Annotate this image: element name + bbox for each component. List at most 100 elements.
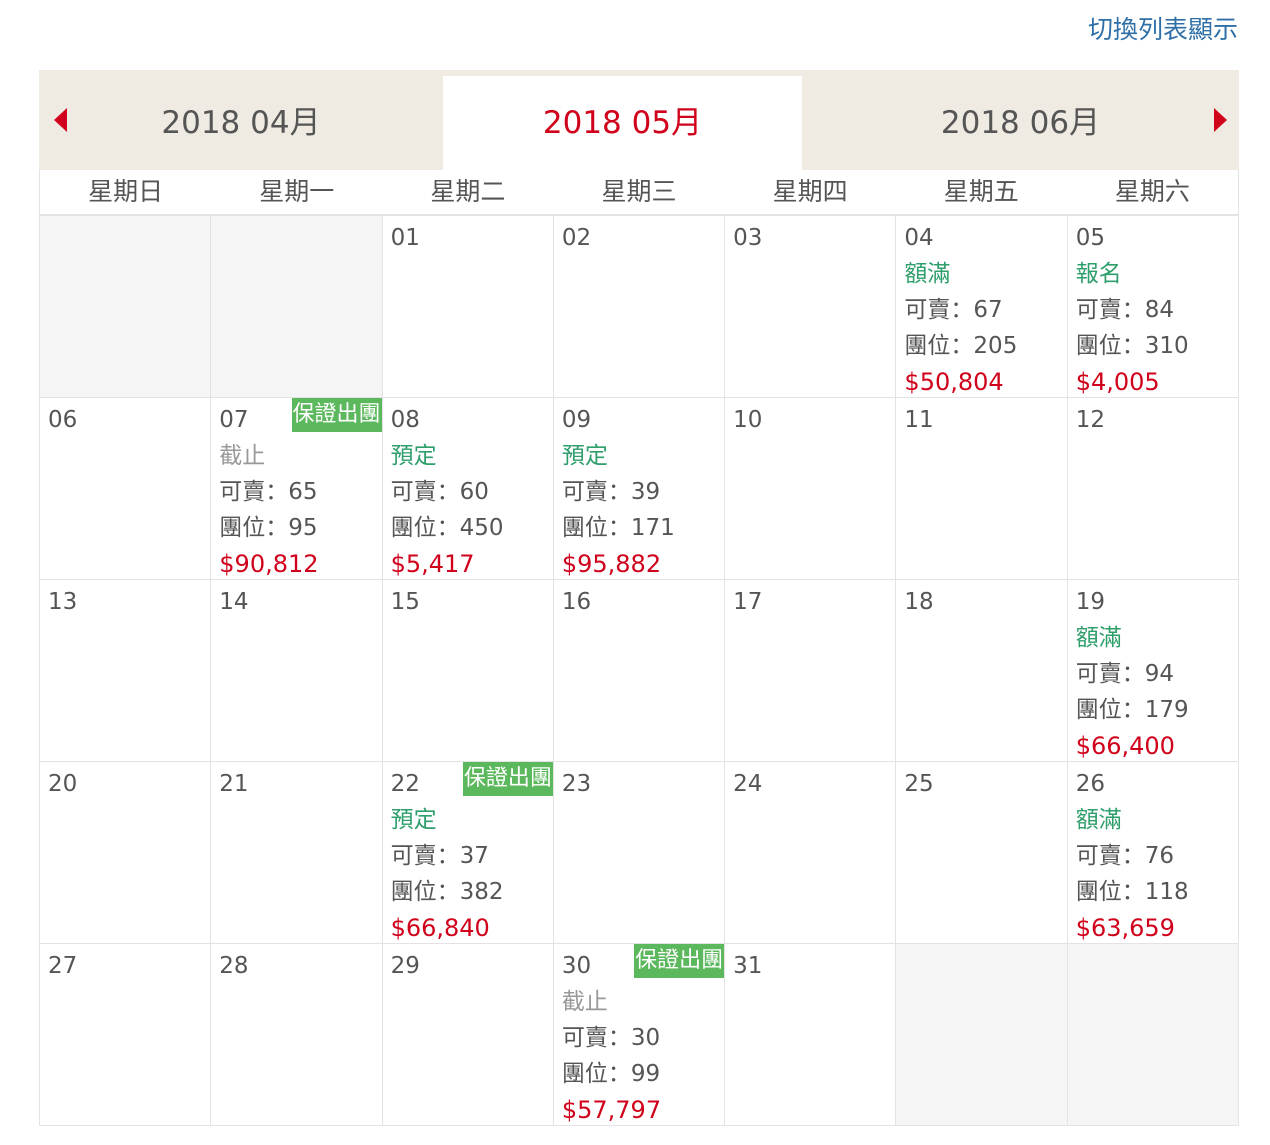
tour-price: $95,882	[561, 550, 662, 578]
empty-day-cell	[1067, 944, 1239, 1126]
day-number: 24	[733, 771, 763, 797]
available-seats: 可賣：76	[1076, 838, 1238, 874]
seats-value: 171	[630, 515, 675, 541]
day-number: 09	[561, 407, 592, 433]
seats-label: 團位：	[1075, 333, 1145, 359]
weekday-header: 星期日 星期一 星期二 星期三 星期四 星期五 星期六	[39, 170, 1239, 215]
seats-label: 團位：	[561, 1061, 631, 1087]
day-number: 25	[904, 771, 934, 797]
available-seats: 可賣：67	[904, 292, 1066, 328]
group-seats: 團位：99	[562, 1056, 724, 1092]
prev-arrow-icon[interactable]	[54, 108, 67, 132]
day-number: 08	[390, 407, 420, 433]
day-cell: 31	[725, 944, 897, 1126]
day-cell: 02	[553, 216, 726, 398]
tour-day-cell[interactable]: 22 保證出團 預定 可賣：37 團位：382 $66,840	[382, 762, 554, 944]
day-number: 17	[733, 589, 763, 615]
available-seats: 可賣：37	[391, 838, 553, 874]
booking-status: 預定	[390, 807, 437, 833]
tour-price: $5,417	[390, 550, 475, 578]
tour-day-cell[interactable]: 30 保證出團 截止 可賣：30 團位：99 $57,797	[553, 944, 726, 1126]
seats-label: 團位：	[561, 515, 631, 541]
weekday-label: 星期日	[88, 177, 164, 206]
available-value: 84	[1144, 297, 1174, 323]
available-value: 76	[1144, 843, 1174, 869]
day-number: 30	[561, 953, 592, 979]
day-number: 04	[904, 225, 934, 251]
day-cell: 27	[40, 944, 212, 1126]
booking-status: 截止	[219, 443, 266, 469]
seats-value: 99	[630, 1061, 661, 1087]
booking-status: 預定	[390, 443, 437, 469]
group-seats: 團位：118	[1076, 874, 1238, 910]
guaranteed-departure-badge: 保證出團	[634, 944, 725, 978]
tour-price: $90,812	[219, 550, 319, 578]
available-label: 可賣：	[561, 479, 631, 505]
tour-calendar: 2018 04月 2018 05月 2018 06月 星期日 星期一 星期二 星期三星…	[39, 70, 1239, 1126]
toggle-list-view-link[interactable]: 切換列表顯示	[1087, 15, 1238, 44]
day-number: 06	[48, 407, 78, 433]
day-number: 13	[48, 589, 78, 615]
available-label: 可賣：	[1075, 297, 1145, 323]
seats-label: 團位：	[904, 333, 974, 359]
weekday-label: 星期五	[943, 177, 1019, 206]
day-cell: 10	[725, 398, 897, 580]
month-navigation: 2018 04月 2018 05月 2018 06月	[39, 70, 1239, 170]
available-label: 可賣：	[1075, 843, 1145, 869]
day-number: 01	[390, 225, 420, 251]
day-cell: 01	[382, 216, 554, 398]
group-seats: 團位：450	[391, 510, 553, 546]
day-cell: 21	[211, 762, 383, 944]
day-cell: 12	[1067, 398, 1239, 580]
day-number: 14	[219, 589, 249, 615]
next-month-tab[interactable]: 2018 06月	[940, 105, 1101, 141]
available-value: 67	[973, 297, 1003, 323]
available-label: 可賣：	[561, 1025, 631, 1051]
day-number: 31	[733, 953, 763, 979]
current-month-tab[interactable]: 2018 05月	[443, 76, 802, 170]
day-number: 07	[219, 407, 249, 433]
available-value: 37	[459, 843, 489, 869]
tour-day-cell[interactable]: 19 額滿 可賣：94 團位：179 $66,400	[1067, 580, 1239, 762]
available-value: 60	[459, 479, 489, 505]
weekday-label: 星期六	[1114, 177, 1190, 206]
day-cell: 06	[40, 398, 212, 580]
day-cell: 14	[211, 580, 383, 762]
tour-price: $66,840	[390, 914, 490, 942]
day-cell: 15	[382, 580, 554, 762]
weekday-label: 星期四	[772, 177, 848, 206]
day-number: 05	[1075, 225, 1105, 251]
day-number: 27	[48, 953, 78, 979]
tour-day-cell[interactable]: 26 額滿 可賣：76 團位：118 $63,659	[1067, 762, 1239, 944]
day-cell: 11	[896, 398, 1068, 580]
seats-label: 團位：	[1075, 879, 1145, 905]
available-seats: 可賣：94	[1076, 656, 1238, 692]
tour-day-cell[interactable]: 09 預定 可賣：39 團位：171 $95,882	[553, 398, 726, 580]
day-number: 10	[733, 407, 763, 433]
day-cell: 20	[40, 762, 212, 944]
day-cell: 23	[553, 762, 726, 944]
weekday-label: 星期二	[430, 177, 506, 206]
weekday-label: 星期三	[601, 177, 677, 206]
day-number: 20	[48, 771, 78, 797]
day-number: 16	[561, 589, 592, 615]
next-arrow-icon[interactable]	[1214, 108, 1227, 132]
guaranteed-departure-badge: 保證出團	[462, 762, 553, 796]
seats-label: 團位：	[390, 879, 460, 905]
available-value: 94	[1144, 661, 1174, 687]
tour-day-cell[interactable]: 07 保證出團 截止 可賣：65 團位：95 $90,812	[211, 398, 383, 580]
tour-price: $4,005	[1075, 368, 1160, 396]
tour-day-cell[interactable]: 05 報名 可賣：84 團位：310 $4,005	[1067, 216, 1239, 398]
available-value: 30	[630, 1025, 661, 1051]
seats-value: 205	[973, 333, 1018, 359]
tour-day-cell[interactable]: 08 預定 可賣：60 團位：450 $5,417	[382, 398, 554, 580]
seats-value: 450	[459, 515, 504, 541]
day-number: 29	[390, 953, 420, 979]
calendar-grid: 01 02 03 04 額滿 可賣：67 團位：205 $50,804 05 報名 可賣：84 團位：…	[39, 215, 1239, 1126]
weekday-label: 星期一	[259, 177, 335, 206]
tour-day-cell[interactable]: 04 額滿 可賣：67 團位：205 $50,804	[896, 216, 1068, 398]
prev-month-tab[interactable]: 2018 04月	[161, 105, 321, 141]
day-number: 28	[219, 953, 249, 979]
day-cell: 13	[40, 580, 212, 762]
available-label: 可賣：	[1075, 661, 1145, 687]
